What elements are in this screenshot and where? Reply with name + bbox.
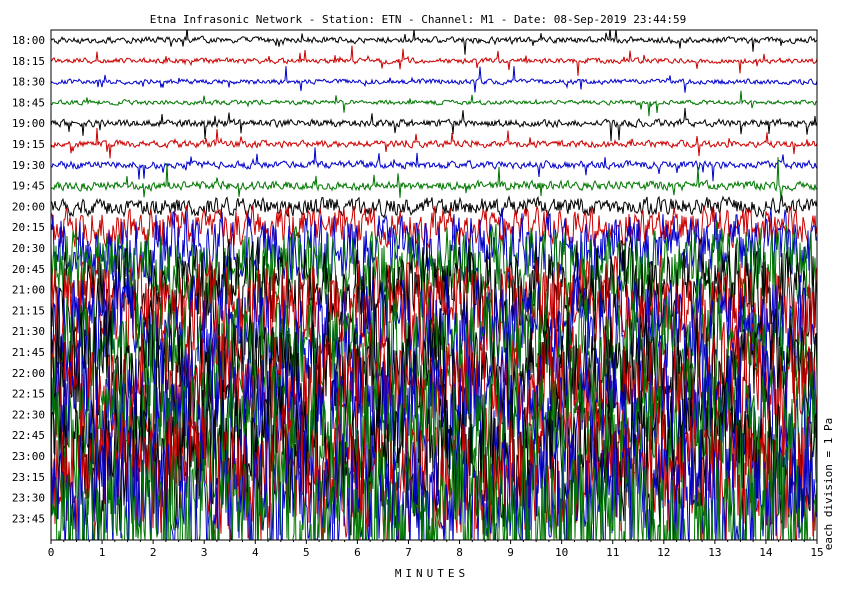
x-tick-label: 4 <box>252 546 259 559</box>
trace-row <box>51 107 817 142</box>
row-label: 20:45 <box>12 263 45 276</box>
x-tick-label: 9 <box>507 546 514 559</box>
scale-note: each division = 1 Pa <box>822 418 835 550</box>
row-label: 19:15 <box>12 138 45 151</box>
row-label: 20:30 <box>12 242 45 255</box>
trace-row <box>51 147 817 182</box>
x-tick-label: 11 <box>606 546 619 559</box>
trace-row <box>51 333 817 488</box>
x-tick-label: 12 <box>657 546 670 559</box>
x-axis-label: MINUTES <box>395 567 469 580</box>
trace-row <box>51 422 817 540</box>
row-label: 22:30 <box>12 408 45 421</box>
row-label: 19:45 <box>12 180 45 193</box>
row-label: 22:15 <box>12 388 45 401</box>
trace-row <box>51 397 817 540</box>
row-label: 21:15 <box>12 304 45 317</box>
row-label: 21:30 <box>12 325 45 338</box>
trace-row <box>51 235 817 341</box>
row-label: 23:45 <box>12 512 45 525</box>
row-label: 23:30 <box>12 492 45 505</box>
x-axis-ticks: 0 1 2 3 4 5 6 7 8 9 10 11 12 13 14 15 <box>48 540 824 559</box>
trace-row <box>51 66 817 93</box>
row-label: 18:45 <box>12 96 45 109</box>
row-label: 18:15 <box>12 55 45 68</box>
x-tick-label: 8 <box>456 546 463 559</box>
row-label: 18:00 <box>12 34 45 47</box>
row-labels: 18:00 18:15 18:30 18:45 19:00 19:15 19:30 19:45… <box>12 34 45 525</box>
row-label: 21:00 <box>12 284 45 297</box>
row-label: 18:30 <box>12 76 45 89</box>
x-tick-label: 1 <box>99 546 106 559</box>
row-label: 22:00 <box>12 367 45 380</box>
row-label: 20:00 <box>12 200 45 213</box>
x-tick-label: 0 <box>48 546 55 559</box>
x-tick-label: 15 <box>810 546 823 559</box>
trace-row <box>51 157 817 201</box>
x-tick-label: 7 <box>405 546 412 559</box>
trace-row <box>51 220 817 317</box>
row-label: 23:00 <box>12 450 45 463</box>
x-tick-label: 10 <box>555 546 568 559</box>
trace-row <box>51 30 817 55</box>
trace-row <box>51 127 817 159</box>
x-tick-label: 5 <box>303 546 310 559</box>
x-tick-label: 3 <box>201 546 208 559</box>
row-label: 20:15 <box>12 221 45 234</box>
x-tick-label: 13 <box>708 546 721 559</box>
row-label: 23:15 <box>12 471 45 484</box>
trace-row <box>51 254 817 369</box>
trace-row <box>51 90 817 117</box>
x-tick-label: 2 <box>150 546 157 559</box>
x-tick-label: 14 <box>759 546 773 559</box>
x-tick-label: 6 <box>354 546 361 559</box>
chart-title: Etna Infrasonic Network - Station: ETN -… <box>150 13 686 26</box>
trace-row <box>51 45 817 76</box>
row-label: 19:30 <box>12 159 45 172</box>
row-label: 19:00 <box>12 117 45 130</box>
trace-area <box>51 30 817 540</box>
row-label: 22:45 <box>12 429 45 442</box>
row-label: 21:45 <box>12 346 45 359</box>
